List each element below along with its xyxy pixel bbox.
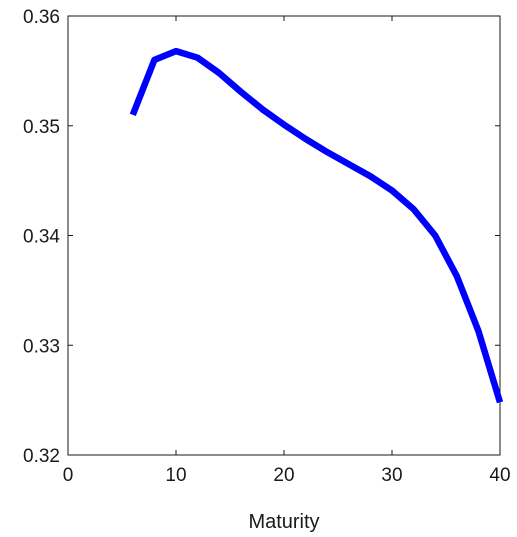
x-tick-label: 40 (489, 465, 510, 486)
tick-labels: 0 10 20 30 40 0.32 0.33 0.34 0.35 0.36 (23, 7, 511, 486)
axis-ticks (67, 15, 501, 456)
series-line (129, 47, 504, 404)
series-layer (129, 47, 504, 404)
y-tick-label: 0.33 (23, 336, 60, 357)
x-tick-label: 20 (273, 465, 294, 486)
x-tick-label: 30 (381, 465, 402, 486)
y-tick-label: 0.35 (23, 117, 60, 138)
x-tick-label: 10 (165, 465, 186, 486)
y-tick-label: 0.34 (23, 227, 60, 248)
x-tick-label: 0 (63, 465, 74, 486)
y-tick-label: 0.32 (23, 446, 60, 467)
x-axis-title: Maturity (248, 511, 319, 533)
y-tick-label: 0.36 (23, 7, 60, 28)
